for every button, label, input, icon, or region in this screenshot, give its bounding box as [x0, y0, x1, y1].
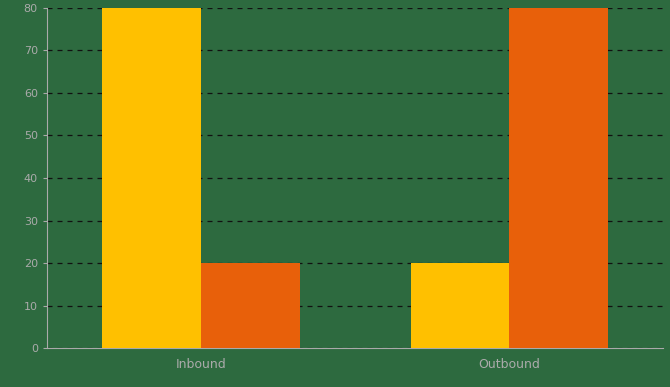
Bar: [411, 263, 509, 348]
Bar: [201, 263, 299, 348]
Bar: [103, 8, 201, 348]
Bar: [509, 8, 608, 348]
